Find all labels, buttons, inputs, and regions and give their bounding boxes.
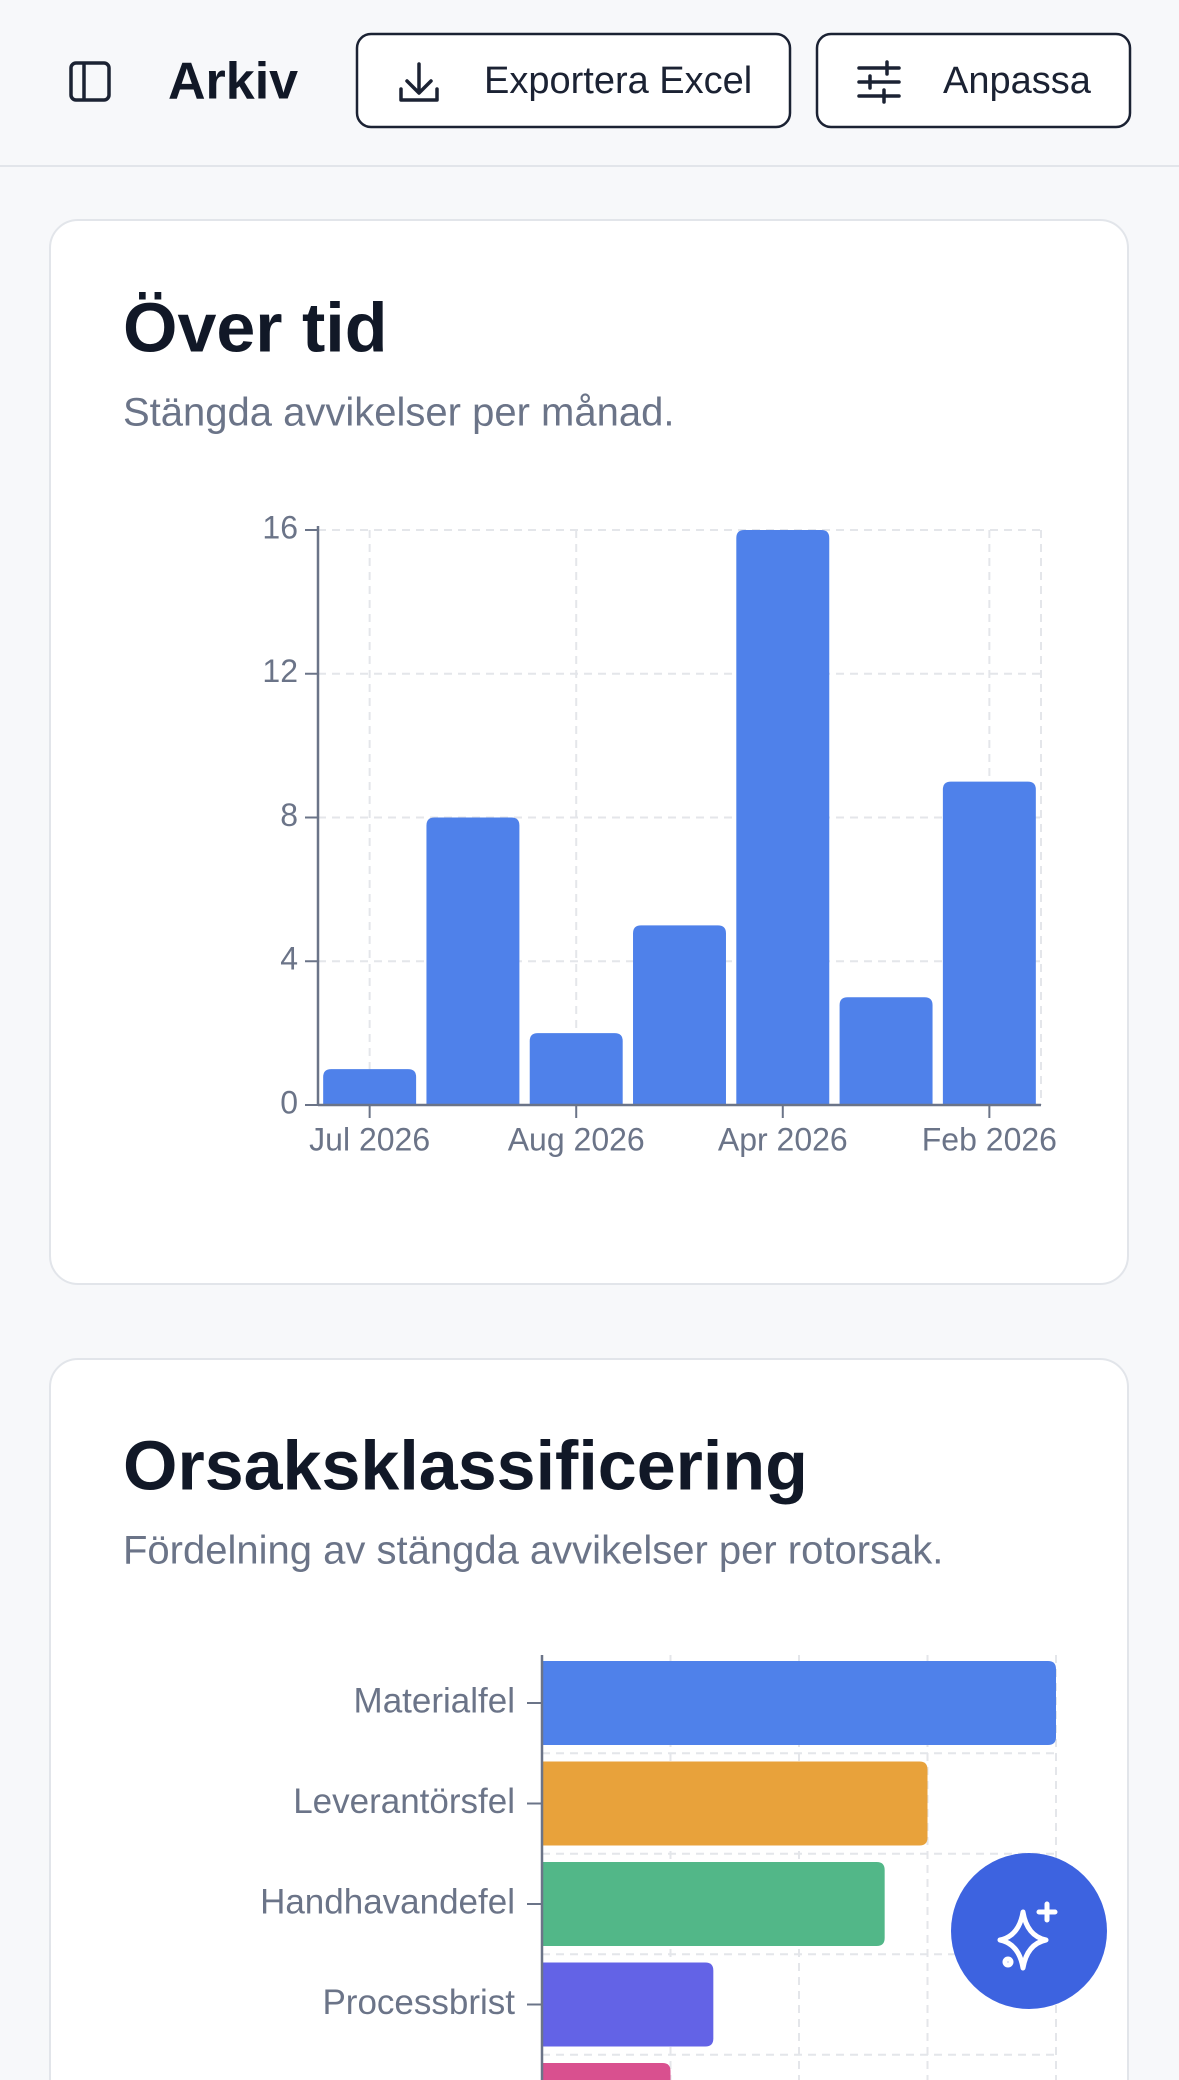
bar bbox=[323, 1069, 417, 1105]
bar bbox=[542, 1962, 714, 2047]
button-label: Anpassa bbox=[943, 60, 1092, 102]
card-subtitle: Fördelning av stängda avvikelser per rot… bbox=[123, 1529, 943, 1573]
bar bbox=[542, 1862, 885, 1946]
button-label: Exportera Excel bbox=[484, 60, 752, 102]
y-tick-label: 4 bbox=[280, 941, 298, 977]
export-button[interactable]: Exportera Excel bbox=[355, 32, 792, 129]
y-tick-label: Processbrist bbox=[322, 1983, 515, 2022]
bar bbox=[542, 2063, 671, 2080]
card-title: Över tid bbox=[123, 288, 388, 366]
bar bbox=[736, 530, 830, 1105]
bar bbox=[542, 1661, 1056, 1745]
y-tick-label: 16 bbox=[262, 509, 298, 545]
y-tick-label: 0 bbox=[280, 1084, 298, 1120]
y-tick-label: Materialfel bbox=[354, 1681, 515, 1720]
y-tick-label: 12 bbox=[262, 653, 298, 689]
customize-button[interactable]: Anpassa bbox=[815, 32, 1132, 129]
x-tick-label: Feb 2026 bbox=[922, 1121, 1057, 1157]
x-tick-label: Jul 2026 bbox=[309, 1121, 430, 1157]
bar bbox=[839, 997, 933, 1105]
card-title: Orsaksklassificering bbox=[123, 1426, 808, 1504]
bar bbox=[942, 781, 1036, 1105]
bar bbox=[426, 817, 520, 1105]
bar bbox=[529, 1033, 623, 1105]
x-tick-label: Aug 2026 bbox=[508, 1121, 645, 1157]
assistant-button[interactable] bbox=[951, 1853, 1107, 2009]
page-title: Arkiv bbox=[168, 53, 298, 111]
x-tick-label: Apr 2026 bbox=[718, 1121, 848, 1157]
y-tick-label: 8 bbox=[280, 797, 298, 833]
bar bbox=[633, 925, 726, 1105]
y-tick-label: Leverantörsfel bbox=[293, 1782, 515, 1821]
bar bbox=[542, 1761, 928, 1846]
sidebar-toggle[interactable] bbox=[69, 61, 111, 102]
y-tick-label: Handhavandefel bbox=[260, 1882, 515, 1921]
card-subtitle: Stängda avvikelser per månad. bbox=[123, 391, 674, 435]
